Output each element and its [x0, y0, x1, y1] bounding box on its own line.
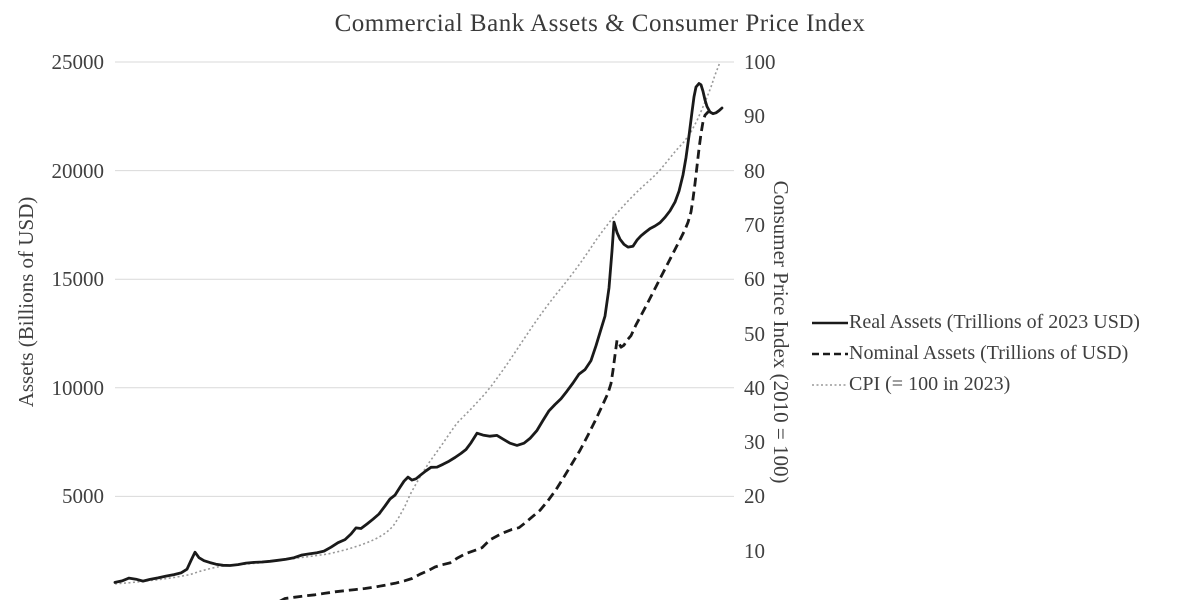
legend-label-cpi: CPI (= 100 in 2023) [849, 373, 1011, 395]
legend-solid-line-icon [812, 321, 848, 324]
right-axis-tick: 20 [744, 484, 765, 508]
real-assets-line [113, 82, 724, 584]
left-axis-tick: 5000 [62, 484, 104, 508]
right-axis-title: Consumer Price Index (2010 = 100) [769, 180, 793, 484]
legend-label-real-assets: Real Assets (Trillions of 2023 USD) [849, 311, 1140, 333]
right-axis-tick: 10 [744, 539, 765, 563]
legend-label-nominal-assets: Nominal Assets (Trillions of USD) [849, 342, 1129, 364]
nominal-assets-line [279, 108, 715, 600]
legend-entry-real-assets: Real Assets (Trillions of 2023 USD) [812, 311, 1140, 334]
right-axis-tick: 100 [744, 50, 776, 74]
legend-dotted-line-icon [812, 383, 848, 386]
series-lines [113, 61, 724, 600]
legend-dashed-line-icon [812, 352, 848, 355]
right-axis-tick: 50 [744, 322, 765, 346]
right-axis-tick: 90 [744, 104, 765, 128]
right-axis-tick: 60 [744, 267, 765, 291]
cpi-line [114, 61, 721, 585]
right-axis-tick: 40 [744, 376, 765, 400]
legend: Real Assets (Trillions of 2023 USD) Nomi… [812, 311, 1140, 396]
chart-title: Commercial Bank Assets & Consumer Price … [334, 10, 866, 37]
left-axis-tick: 10000 [51, 376, 105, 400]
left-axis-tick: 20000 [51, 159, 105, 183]
right-axis-tick: 30 [744, 430, 765, 454]
legend-entry-cpi: CPI (= 100 in 2023) [812, 373, 1140, 396]
left-axis-tick: 25000 [51, 50, 105, 74]
left-axis-tick: 15000 [51, 267, 105, 291]
right-axis-tick: 70 [744, 213, 765, 237]
gridlines [115, 61, 734, 497]
legend-entry-nominal-assets: Nominal Assets (Trillions of USD) [812, 342, 1140, 365]
right-axis-tick: 80 [744, 159, 765, 183]
